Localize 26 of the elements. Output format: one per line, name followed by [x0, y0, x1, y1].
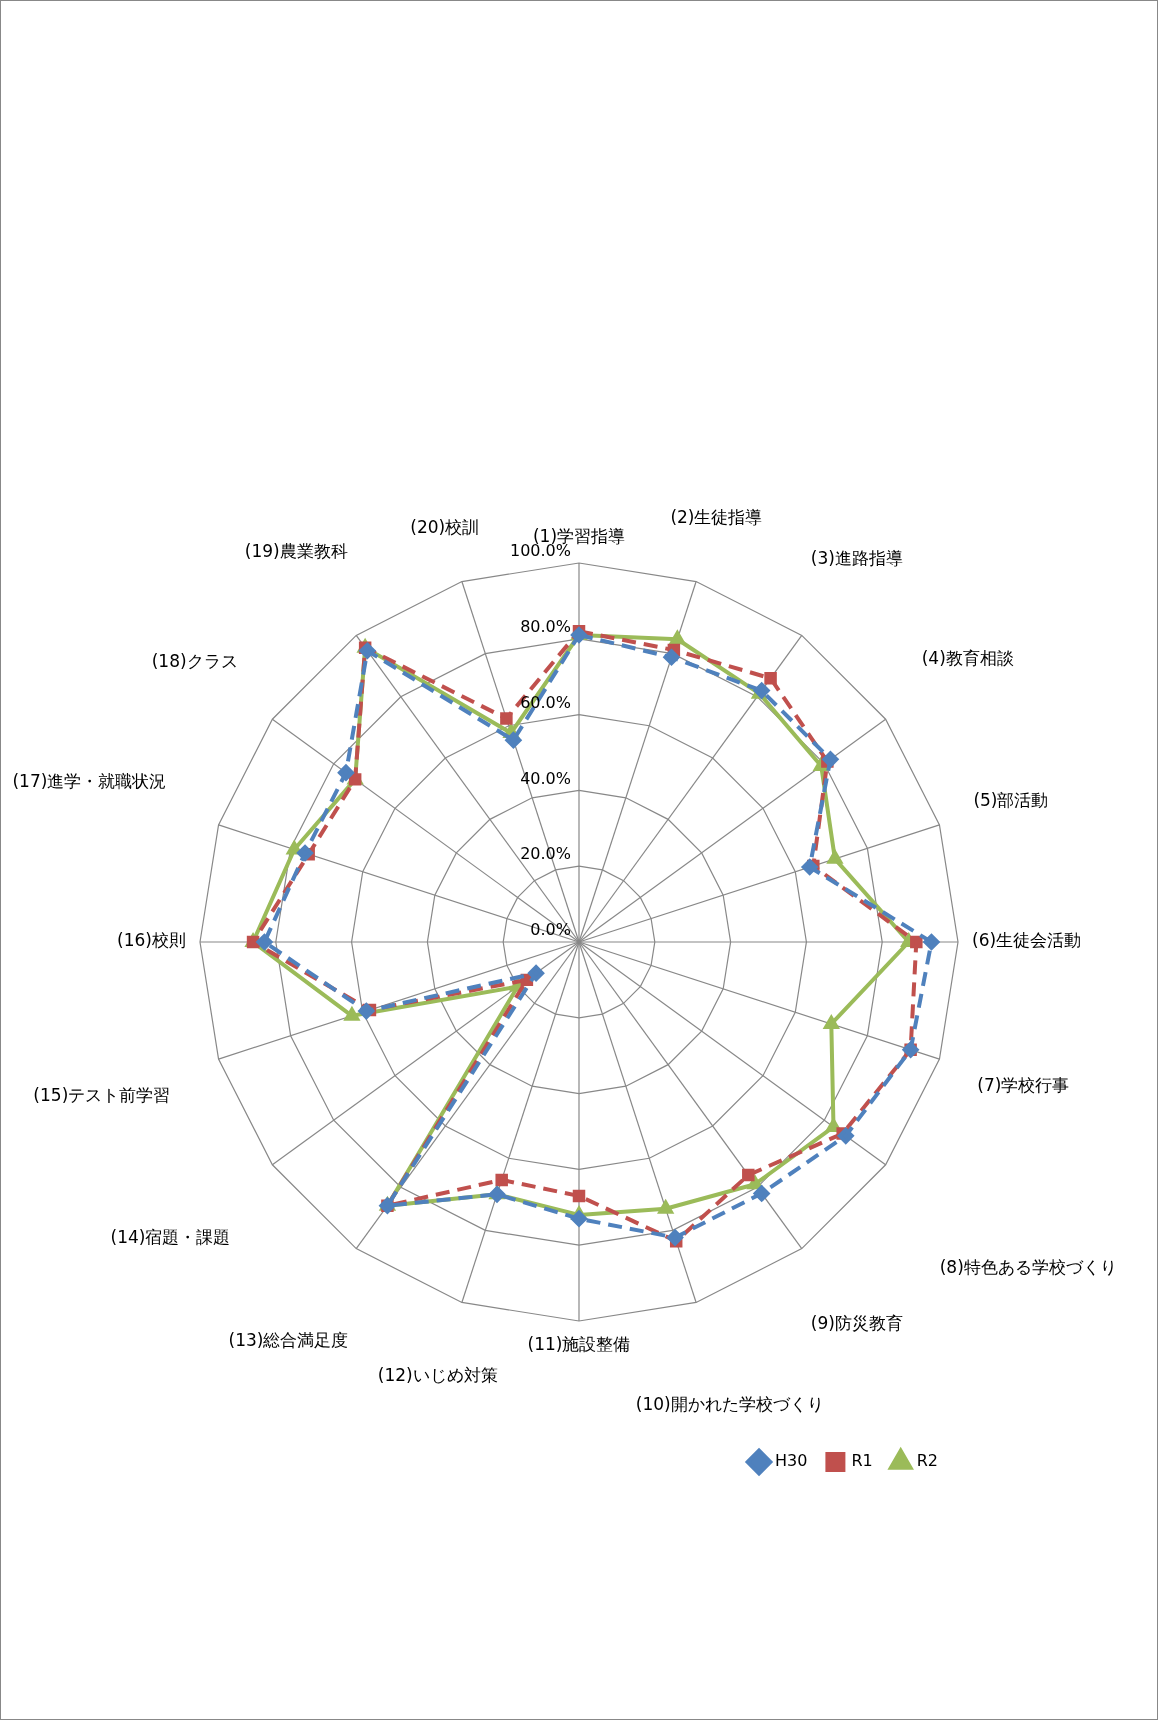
spoke-label: (2)生徒指導	[670, 507, 763, 528]
y-tick-label: 20.0%	[520, 844, 571, 864]
spoke-label: (13)総合満足度	[228, 1330, 349, 1351]
spoke-label: (12)いじめ対策	[377, 1365, 498, 1386]
y-tick-label: 0.0%	[530, 920, 571, 940]
spoke-label: (14)宿題・課題	[110, 1227, 231, 1248]
spoke-label: (8)特色ある学校づくり	[939, 1256, 1117, 1277]
spoke-label: (6)生徒会活動	[971, 930, 1082, 951]
spoke-label: (17)進学・就職状況	[12, 771, 167, 792]
spoke-label: (20)校訓	[410, 517, 480, 538]
spoke-label: (18)クラス	[151, 651, 238, 672]
legend-label: H30	[775, 1451, 808, 1471]
y-tick-label: 40.0%	[520, 768, 571, 788]
spoke-label: (9)防災教育	[810, 1312, 903, 1333]
spoke-label: (7)学校行事	[977, 1074, 1070, 1095]
y-tick-label: 80.0%	[520, 616, 571, 636]
spoke-label: (16)校則	[117, 930, 186, 951]
spoke-label: (3)進路指導	[810, 547, 903, 568]
spoke-label: (5)部活動	[973, 790, 1049, 811]
spoke-label: (10)開かれた学校づくり	[635, 1394, 824, 1415]
spoke-label: (11)施設整備	[527, 1334, 631, 1355]
spoke-label: (19)農業教科	[244, 541, 348, 562]
legend-label: R2	[916, 1451, 938, 1471]
spoke-label: (15)テスト前学習	[33, 1085, 171, 1106]
legend-label: R1	[851, 1451, 873, 1471]
spoke-label: (4)教育相談	[921, 647, 1014, 668]
